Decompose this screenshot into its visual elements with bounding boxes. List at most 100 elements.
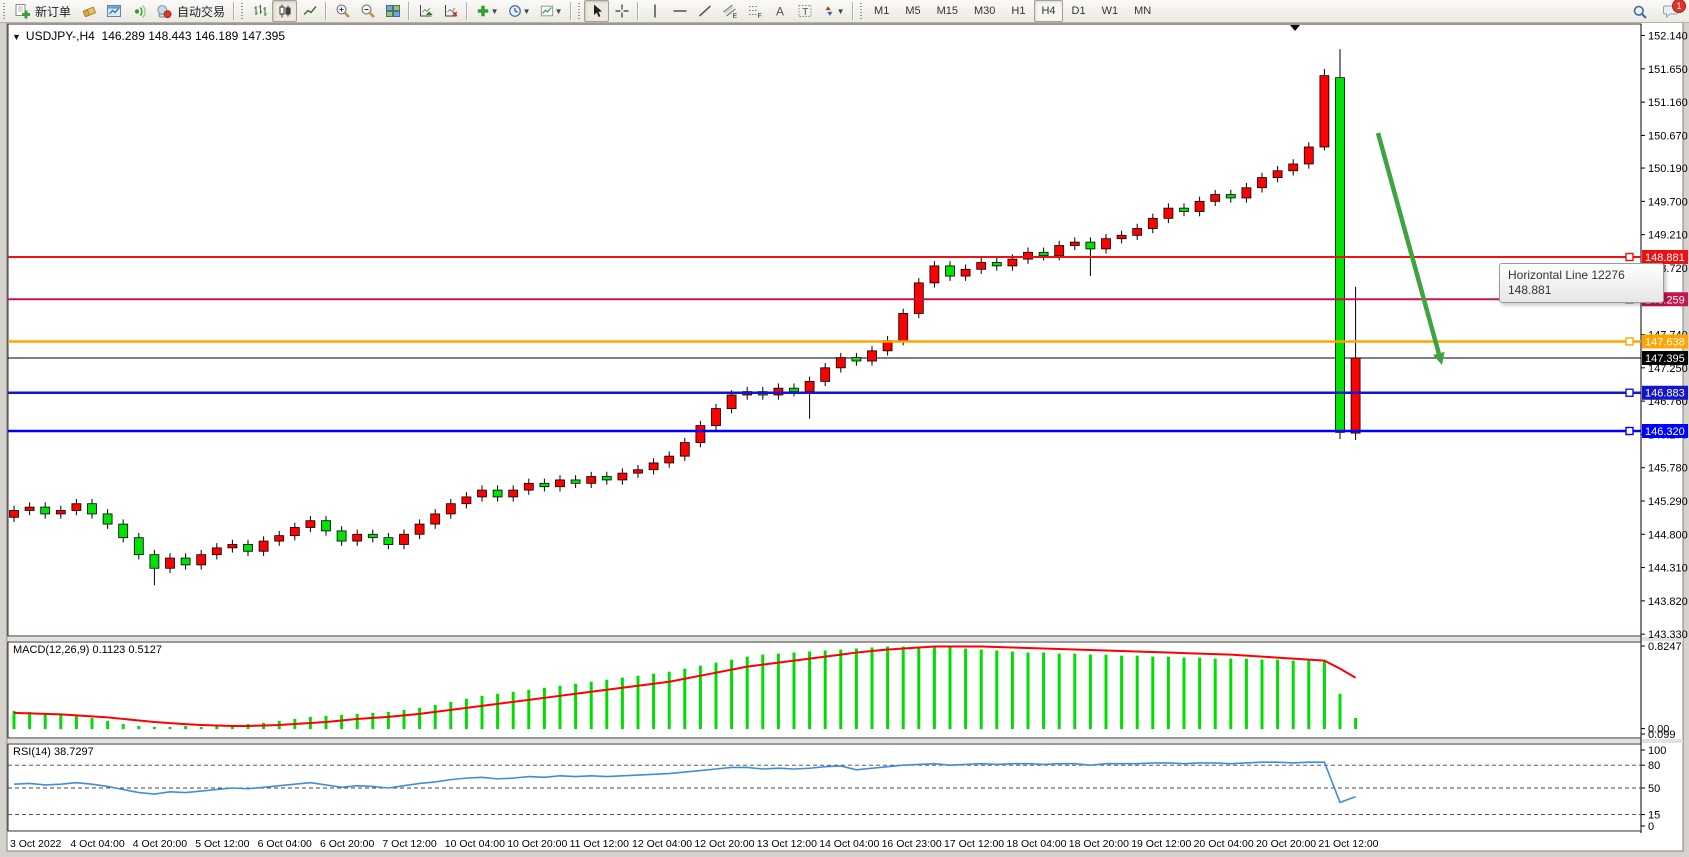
periods-menu-button[interactable]: ▼: [503, 0, 535, 22]
line-handle[interactable]: [1625, 426, 1634, 436]
zoom-out-button[interactable]: [355, 0, 380, 22]
timeframe-h4[interactable]: H4: [1034, 0, 1063, 22]
text-tool-button[interactable]: A: [767, 0, 792, 22]
time-axis-label: 6 Oct 04:00: [258, 838, 312, 850]
toolbar-drag-handle[interactable]: [240, 3, 246, 19]
zoom-in-button[interactable]: [330, 0, 355, 22]
candle-body: [71, 503, 82, 511]
candle-body: [633, 469, 643, 474]
line-chart-mode-button[interactable]: [297, 0, 322, 22]
search-icon: [1633, 5, 1647, 19]
price-axis-tick: 144.800: [1648, 529, 1688, 541]
rsi-indicator-label: RSI(14) 38.7297: [13, 746, 94, 758]
candle-body: [461, 496, 472, 505]
search-button[interactable]: [1627, 1, 1652, 23]
crosshair-tool-button[interactable]: [609, 0, 634, 22]
indicators-menu-button[interactable]: ▼: [471, 0, 503, 22]
trendline-tool-button[interactable]: [692, 0, 717, 22]
notification-badge: 1: [1672, 0, 1686, 13]
price-badge-text: 147.395: [1645, 353, 1685, 365]
toolbar-drag-handle[interactable]: [859, 3, 865, 19]
macd-axis-tick: 0.00: [1648, 724, 1669, 736]
candle-body: [289, 527, 300, 537]
cursor-tool-button[interactable]: [584, 0, 610, 22]
vertical-line-icon: [653, 4, 656, 18]
fibonacci-icon: F: [748, 6, 761, 19]
one-click-collapse-icon[interactable]: ▼: [12, 32, 21, 42]
line-handle[interactable]: [1625, 337, 1634, 346]
candle-body: [211, 547, 222, 556]
price-axis-tick: 151.650: [1648, 64, 1688, 76]
candle-body: [149, 554, 160, 569]
tooltip-line1: Horizontal Line 12276: [1508, 268, 1625, 282]
timeframe-h1[interactable]: H1: [1011, 5, 1026, 17]
notifications-button[interactable]: 1: [1658, 0, 1686, 23]
new-order-icon-button[interactable]: [9, 0, 34, 22]
tile-windows-icon: [385, 5, 400, 17]
pane-splitter[interactable]: [8, 637, 1683, 641]
candlestick-mode-button[interactable]: [272, 0, 298, 22]
autotrade-label[interactable]: 自动交易: [177, 4, 226, 19]
candle-body: [305, 520, 316, 528]
candle-body: [835, 357, 846, 369]
macd-axis-tick: 0.8247: [1648, 641, 1682, 653]
signal-button[interactable]: [126, 0, 151, 22]
pane-splitter[interactable]: [8, 739, 1683, 743]
charts-window-button[interactable]: [101, 0, 126, 22]
equidistant-channel-tool-button[interactable]: E: [717, 0, 742, 22]
zoom-in-icon: [336, 4, 350, 18]
timeframe-w1[interactable]: W1: [1101, 5, 1119, 17]
scroll-to-end-button[interactable]: [413, 0, 438, 22]
candle-body: [165, 557, 175, 569]
toolbar-separator: [325, 2, 328, 20]
cursor-icon: [593, 4, 602, 17]
bar-chart-mode-button[interactable]: [247, 0, 272, 22]
time-axis-label: 13 Oct 12:00: [757, 838, 817, 850]
line-handle[interactable]: [1625, 388, 1634, 397]
price-axis-tick: 144.310: [1648, 563, 1688, 575]
timeframe-m15[interactable]: M15: [936, 5, 958, 17]
vertical-line-tool-button[interactable]: [642, 0, 667, 22]
candle-body: [570, 479, 581, 484]
auto-scroll-button[interactable]: [438, 0, 463, 22]
arrows-tool-button[interactable]: ▼: [817, 0, 849, 22]
toolbar-drag-handle[interactable]: [577, 3, 583, 19]
timeframe-m30[interactable]: M30: [974, 5, 996, 17]
price-badge: [1642, 334, 1688, 349]
price-badge-text: 148.881: [1645, 252, 1685, 264]
line-handle[interactable]: [1625, 252, 1634, 262]
timeframe-m1[interactable]: M1: [874, 5, 890, 17]
candle-body: [1132, 228, 1143, 236]
new-order-label[interactable]: 新订单: [35, 4, 72, 19]
candle-body: [711, 408, 721, 426]
chart-pane: [7, 23, 1642, 637]
candle-body: [243, 544, 253, 552]
trend-arrow-object[interactable]: [1375, 132, 1441, 355]
trendline-icon: [698, 5, 711, 17]
templates-menu-button[interactable]: ▼: [535, 0, 567, 22]
candle-body: [1335, 77, 1345, 433]
timeframe-d1[interactable]: D1: [1071, 5, 1086, 17]
fibonacci-tool-button[interactable]: F: [742, 0, 767, 22]
candle-body: [1116, 234, 1127, 240]
candle-body: [196, 554, 207, 566]
text-label-tool-button[interactable]: T: [792, 0, 817, 22]
candle-body: [367, 533, 378, 539]
price-badge-text: 146.320: [1645, 426, 1685, 438]
horizontal-line-tool-button[interactable]: [667, 0, 692, 22]
timeframe-mn[interactable]: MN: [1134, 5, 1152, 17]
toolbar-drag-handle[interactable]: [2, 3, 7, 19]
clock-icon: [508, 5, 521, 17]
candle-body: [430, 513, 441, 525]
candle-body: [133, 537, 144, 556]
price-axis-tick: 145.290: [1648, 496, 1688, 508]
timeframe-m5[interactable]: M5: [905, 5, 921, 17]
candle-body: [695, 425, 706, 443]
time-axis-label: 7 Oct 12:00: [382, 838, 436, 850]
tile-windows-button[interactable]: [380, 0, 405, 22]
chart-shift-marker[interactable]: [1290, 25, 1300, 31]
autotrade-button[interactable]: [151, 0, 176, 22]
eraser-button[interactable]: [76, 0, 101, 22]
candle-body: [1257, 177, 1267, 189]
svg-text:F: F: [757, 13, 761, 19]
